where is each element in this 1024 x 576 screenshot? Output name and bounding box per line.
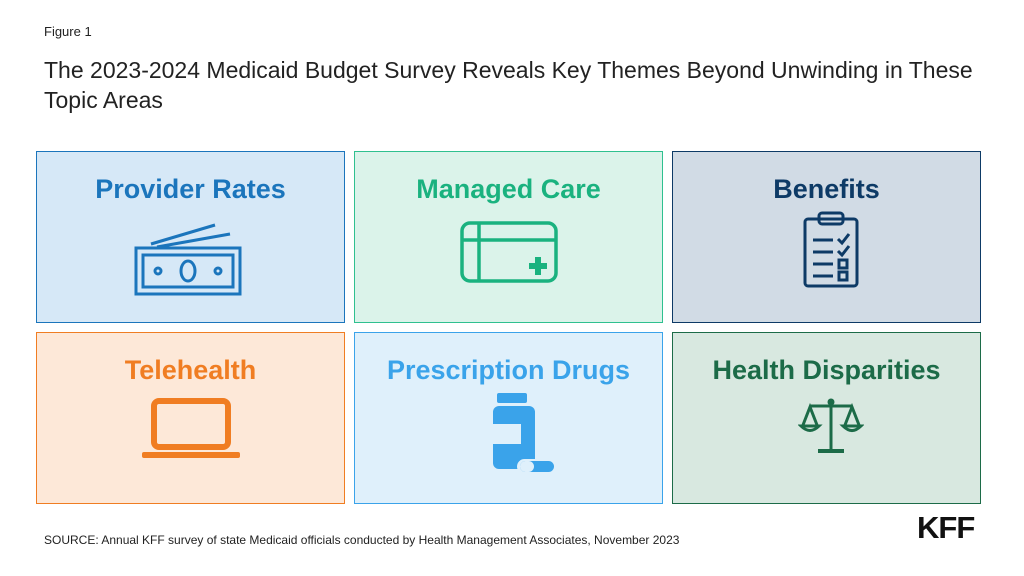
tile-managed-care: Managed Care bbox=[354, 151, 663, 323]
clipboard-checklist-icon bbox=[803, 211, 859, 288]
tile-title: Provider Rates bbox=[95, 174, 286, 204]
tile-telehealth: Telehealth bbox=[36, 332, 345, 504]
money-bill-icon bbox=[134, 223, 242, 296]
kff-logo: KFF bbox=[917, 510, 975, 545]
insurance-card-icon bbox=[460, 221, 558, 283]
laptop-icon bbox=[142, 398, 240, 458]
tile-provider-rates: Provider Rates bbox=[36, 151, 345, 323]
tile-title: Health Disparities bbox=[712, 355, 941, 385]
tile-prescription-drugs: Prescription Drugs bbox=[354, 332, 663, 504]
figure-label: Figure 1 bbox=[44, 24, 92, 39]
tile-health-disparities: Health Disparities bbox=[672, 332, 981, 504]
tile-title: Managed Care bbox=[416, 174, 601, 204]
tile-title: Benefits bbox=[773, 174, 880, 204]
figure-title: The 2023-2024 Medicaid Budget Survey Rev… bbox=[44, 57, 973, 113]
tile-title: Prescription Drugs bbox=[386, 355, 631, 385]
tile-benefits: Benefits bbox=[672, 151, 981, 323]
tile-title: Telehealth bbox=[124, 355, 257, 385]
source-note: SOURCE: Annual KFF survey of state Medic… bbox=[44, 533, 680, 547]
pill-bottle-icon bbox=[493, 393, 555, 474]
scales-icon bbox=[798, 398, 864, 453]
